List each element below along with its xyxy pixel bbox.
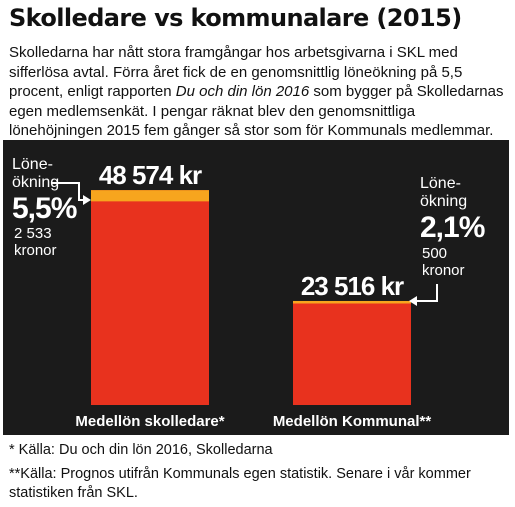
annotation-unit: kronor bbox=[14, 242, 57, 259]
footnotes: * Källa: Du och din lön 2016, Skolledarn… bbox=[9, 441, 509, 503]
bar-kommunal bbox=[293, 300, 411, 405]
footnote-1: * Källa: Du och din lön 2016, Skolledarn… bbox=[9, 442, 273, 458]
category-label-kommunal: Medellön Kommunal** bbox=[273, 413, 432, 430]
footnote-2-line-1: **Källa: Prognos utifrån Kommunals egen … bbox=[9, 466, 471, 482]
value-label-kommunal: 23 516 kr bbox=[301, 271, 404, 301]
bar-chart: 48 574 kr 23 516 kr Medellön skolledare*… bbox=[3, 140, 509, 435]
annotation-heading-line2: ökning bbox=[420, 193, 467, 210]
arrowhead-skolledare bbox=[83, 195, 91, 205]
annotation-percent: 5,5% bbox=[12, 192, 77, 225]
bar-skolledare bbox=[91, 190, 209, 405]
increase-annotation-kommunal: Löne- ökning 2,1% 500 kronor bbox=[420, 175, 486, 279]
annotation-percent: 2,1% bbox=[420, 211, 485, 244]
increase-annotation-skolledare: Löne- ökning 5,5% 2 533 kronor bbox=[12, 156, 78, 259]
increase-segment-kommunal bbox=[293, 300, 411, 304]
increase-segment-skolledare bbox=[91, 190, 209, 202]
annotation-unit: kronor bbox=[422, 262, 465, 279]
annotation-amount: 500 bbox=[422, 245, 447, 262]
report-title: Du och din lön 2016 bbox=[175, 83, 310, 100]
footnote-2-line-2: statistiken från SKL. bbox=[9, 485, 138, 501]
intro-part-1: Skolledarna har nått stora framgångar ho… bbox=[9, 44, 463, 100]
annotation-heading-line1: Löne- bbox=[420, 175, 461, 192]
intro-part-2: som bygger på Skolledarnas egen medlemse… bbox=[9, 83, 504, 139]
annotation-amount: 2 533 bbox=[14, 225, 52, 242]
arrow-kommunal bbox=[415, 284, 438, 302]
annotation-heading-line1: Löne- bbox=[12, 156, 53, 173]
page-title: Skolledare vs kommunalare (2015) bbox=[9, 4, 462, 32]
intro-text: Skolledarna har nått stora framgångar ho… bbox=[9, 43, 509, 141]
arrowhead-kommunal bbox=[409, 296, 417, 306]
value-label-skolledare: 48 574 kr bbox=[99, 160, 202, 190]
chart-background bbox=[3, 140, 509, 435]
category-label-skolledare: Medellön skolledare* bbox=[75, 413, 224, 430]
annotation-heading-line2: ökning bbox=[12, 174, 59, 191]
